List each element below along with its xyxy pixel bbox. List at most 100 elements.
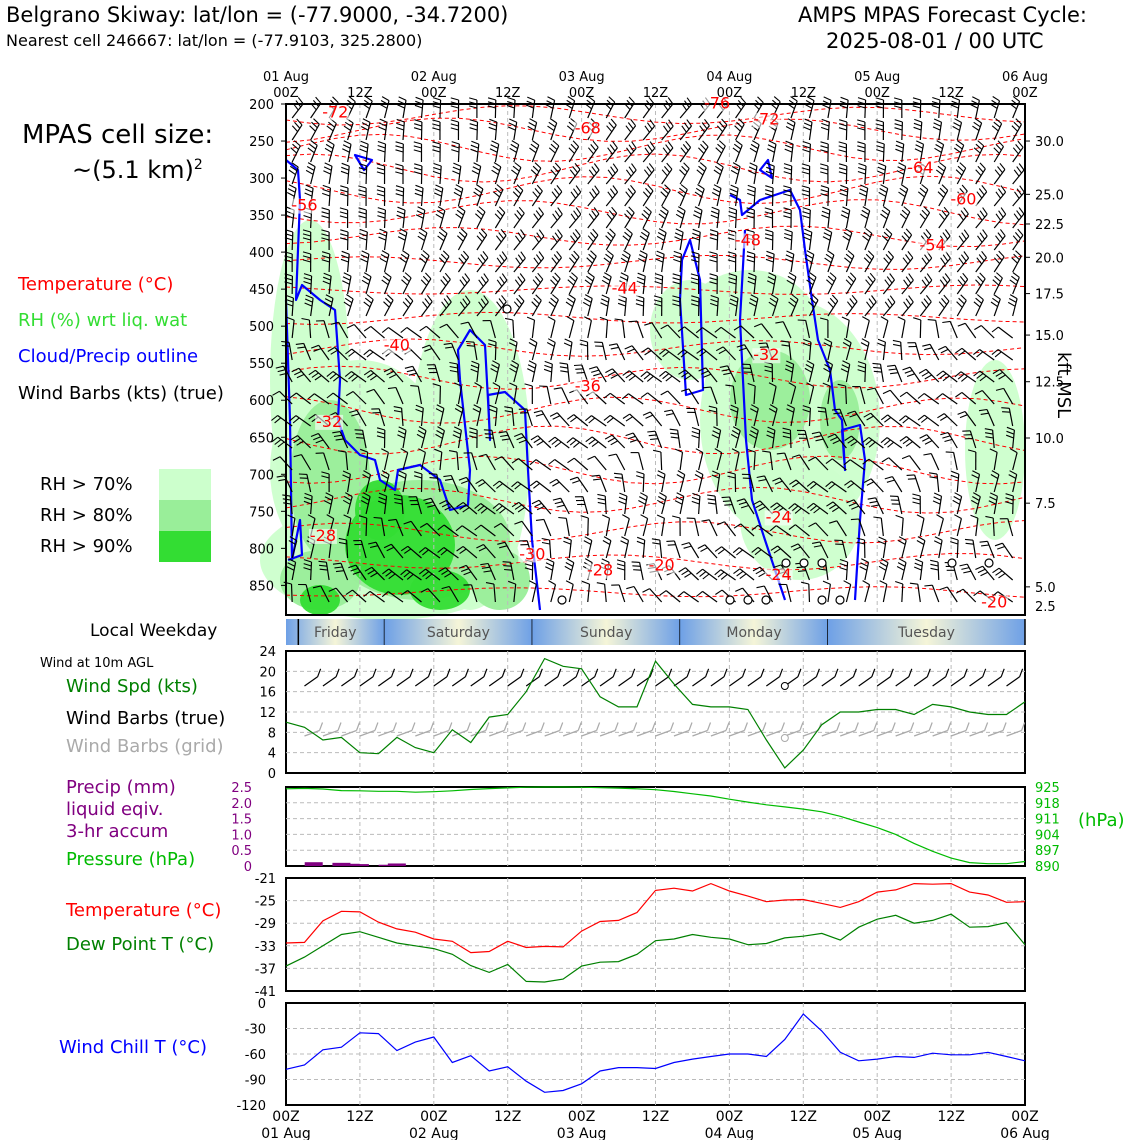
wind-barb [513, 584, 517, 603]
wind-barb-feather [813, 544, 822, 548]
wind-barb-feather [859, 188, 868, 193]
wind-barb-feather [869, 500, 878, 504]
wind-barb [531, 342, 538, 361]
surface-wind-barb [581, 729, 597, 737]
wind-barb [335, 587, 349, 603]
wind-barb-feather [304, 192, 313, 197]
wind-barb-feather [432, 119, 441, 123]
wind-barb-feather [286, 192, 295, 197]
wind-barb-feather [378, 492, 387, 497]
wind-barb-feather [846, 499, 855, 504]
wind-barb-feather [503, 565, 512, 567]
windchill-label: Wind Chill T (°C) [59, 1037, 207, 1058]
wind-barb-feather [393, 493, 402, 497]
wind-barb [582, 496, 589, 515]
wind-barb [953, 452, 958, 471]
wind-barb-feather [584, 294, 593, 299]
wind-barb-feather [587, 147, 594, 155]
wind-barb-feather [825, 253, 833, 260]
wind-barb-feather [638, 258, 646, 263]
wind-barb-feather [708, 409, 717, 413]
surface-wind-barb-feather [540, 722, 545, 731]
wind-barb-feather [857, 123, 866, 127]
wind-barb-feather [654, 280, 663, 285]
wind-barb-feather [394, 497, 403, 501]
wind-barb-feather [670, 432, 679, 435]
precip-ytick-label: 0 [244, 860, 252, 875]
wind-barb-feather [896, 140, 904, 145]
wind-barb-feather [774, 480, 783, 485]
wind-barb-feather [992, 567, 1000, 574]
surface-wind-barb-feather [669, 722, 675, 731]
wind-barb [661, 211, 669, 229]
wind-barb-feather [921, 209, 928, 217]
wind-barb-feather [494, 213, 501, 220]
wind-barb-feather [692, 232, 701, 237]
wind-barb-feather [332, 431, 341, 434]
wind-barb [993, 146, 1005, 163]
wind-barb-feather [465, 340, 475, 343]
wind-ytick-label: 16 [259, 686, 276, 701]
wind-barb-feather [791, 454, 800, 458]
wind-barb [494, 212, 506, 229]
wind-barb-feather [524, 563, 533, 567]
wind-barb [531, 122, 538, 141]
wind-barb-feather [646, 122, 653, 130]
wind-barb-feather [676, 492, 685, 497]
wind-barb-feather [341, 162, 350, 167]
wind-speed-label: Wind Spd (kts) [66, 676, 198, 697]
wind-barb [808, 342, 812, 361]
surface-wind-barb-feather [743, 722, 748, 731]
wind-barb-feather [476, 209, 484, 216]
wind-barb-feather [574, 162, 581, 170]
wind-barb-feather [746, 207, 755, 211]
wind-barb [763, 585, 774, 603]
wind-barb-feather [402, 250, 410, 256]
wind-barb [346, 518, 352, 537]
wind-barb [769, 452, 774, 471]
wind-barb-feather [325, 294, 334, 299]
surface-wind-barb-feather [1000, 668, 1005, 678]
wind-barb [624, 518, 630, 537]
wind-barb-feather [451, 149, 460, 153]
wind-barb [605, 276, 612, 295]
wind-barb-feather [826, 279, 833, 286]
wind-barb [531, 257, 545, 273]
wind-barb-feather [767, 144, 776, 149]
wind-barb-feather [690, 277, 699, 281]
wind-barb-feather [773, 96, 781, 103]
cell-subtitle: Nearest cell 246667: lat/lon = (-77.9103… [6, 31, 423, 50]
wind-barb [549, 539, 552, 559]
wind-barb-feather [287, 514, 296, 519]
wind-barb-feather [992, 96, 1000, 102]
wind-barb-feather [982, 229, 988, 237]
wind-barb-feather [312, 585, 321, 589]
wind-barb-feather [683, 122, 690, 130]
wind-barb-feather [366, 294, 374, 300]
wind-barb [420, 100, 424, 119]
wind-barb-feather [471, 170, 480, 175]
wind-barb [621, 474, 626, 493]
wind-barb-feather [534, 188, 541, 195]
wind-barb [310, 102, 322, 119]
wind-barb-feather [397, 104, 405, 109]
temperature-label-bg [290, 198, 319, 214]
wind-barb-feather [973, 301, 981, 308]
wind-barb [1012, 495, 1014, 515]
wind-barb [383, 122, 388, 141]
wind-barb-feather [653, 299, 662, 303]
wind-barb [550, 235, 563, 251]
surface-wind-barb-feather [799, 722, 804, 731]
surface-wind-barb-feather [926, 668, 931, 678]
wind-barb-feather [837, 383, 846, 387]
wind-barb-feather [694, 474, 703, 479]
wind-barb [1012, 277, 1020, 295]
wind-barb-feather [829, 520, 837, 524]
wind-barb-feather [838, 127, 847, 131]
wind-barb-feather [599, 316, 608, 321]
wind-barb-feather [418, 231, 427, 238]
wind-barb-feather [514, 279, 521, 287]
wind-barb [909, 366, 921, 383]
wind-barb-feather [322, 280, 331, 285]
wind-barb-feather [903, 231, 910, 239]
